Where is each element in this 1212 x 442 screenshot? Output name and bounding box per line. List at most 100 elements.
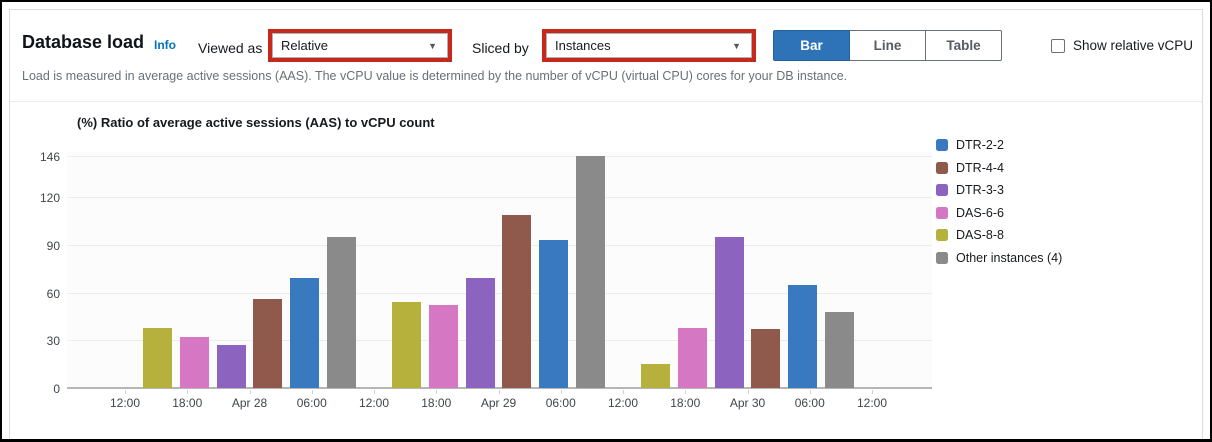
legend-swatch [936,229,948,241]
gridline [67,292,932,294]
bar-DTR-4-4[interactable] [751,329,781,388]
bar-DTR-2-2[interactable] [787,284,817,388]
y-tick-label: 120 [39,191,60,206]
sliced-by-dropdown[interactable]: Instances ▼ [546,33,752,58]
view-toggle: Bar Line Table [773,30,1002,61]
legend-label: DTR-4-4 [956,160,1004,175]
load-description: Load is measured in average active sessi… [22,69,848,83]
x-tick [498,390,500,394]
gridline [67,156,932,157]
legend-label: DAS-8-8 [956,228,1004,242]
viewed-as-dropdown[interactable]: Relative ▼ [272,33,448,58]
bar-DTR-3-3[interactable] [465,278,495,388]
x-tick [436,390,438,394]
y-tick-label: 60 [46,286,60,301]
legend-item[interactable]: Other instances (4) [936,251,1062,265]
y-tick-label: 90 [46,238,60,253]
x-tick-label: 12:00 [607,396,639,410]
y-axis-labels: 0 30 60 90 120 146 [22,150,60,396]
header-divider [10,101,1202,102]
bar-DAS-8-8[interactable] [641,364,671,388]
legend-label: DTR-2-2 [956,138,1004,152]
bar-DTR-4-4[interactable] [502,214,532,388]
bar-view-button[interactable]: Bar [773,30,850,61]
chevron-down-icon: ▼ [732,40,741,51]
y-tick-label: 0 [53,382,60,396]
x-tick-label: 12:00 [856,396,888,410]
x-tick-label: 06:00 [545,396,576,410]
y-tick-label: 146 [39,150,60,164]
x-tick-label: 12:00 [109,396,141,410]
x-tick [249,390,251,394]
legend-item[interactable]: DTR-2-2 [936,138,1062,152]
show-relative-vcpu-label: Show relative vCPU [1073,38,1194,53]
gridline [67,245,932,246]
x-tick-label: 18:00 [421,396,452,410]
bar-DAS-8-8[interactable] [392,302,422,388]
legend-swatch [936,161,948,174]
line-view-button[interactable]: Line [849,30,926,61]
bar-DAS-6-6[interactable] [428,305,458,388]
x-tick-label: 18:00 [172,396,203,410]
info-link[interactable]: Info [154,38,176,52]
legend-label: Other instances (4) [956,250,1063,265]
sliced-by-label: Sliced by [472,40,529,56]
x-tick [311,390,313,394]
x-tick [747,390,749,394]
viewed-as-label: Viewed as [198,40,263,56]
x-tick-label: 18:00 [670,396,701,410]
x-tick [374,390,375,394]
legend-swatch [936,251,948,264]
bar-DAS-6-6[interactable] [179,337,209,388]
x-tick [623,390,624,394]
gridline [67,197,932,199]
viewed-as-value: Relative [281,38,328,53]
x-axis: 12:00 18:00 Apr 28 06:00 12:00 18:00 Apr 29 06:… [67,389,932,419]
legend-label: DTR-3-3 [956,183,1004,197]
page-title: Database load [22,32,145,52]
x-tick-label: 12:00 [358,396,390,410]
sliced-by-value: Instances [555,38,611,53]
x-tick [685,390,687,394]
bar-Other instances (4)[interactable] [575,156,605,388]
bar-DTR-2-2[interactable] [538,240,568,388]
x-tick-label: Apr 29 [480,396,517,410]
legend-swatch [936,139,948,151]
chart-legend: DTR-2-2 DTR-4-4 DTR-3-3 DAS-6-6 DAS-8-8 Other… [936,138,1062,273]
x-axis-baseline [67,387,932,389]
bar-DTR-4-4[interactable] [253,299,283,388]
bar-DTR-3-3[interactable] [216,345,246,388]
x-tick [872,390,873,394]
x-tick-label: Apr 28 [231,396,268,410]
legend-label: DAS-6-6 [956,205,1004,220]
bar-DTR-3-3[interactable] [714,237,744,388]
legend-item[interactable]: DAS-6-6 [936,206,1062,220]
x-tick-label: Apr 30 [729,396,766,410]
legend-item[interactable]: DTR-3-3 [936,183,1062,197]
legend-item[interactable]: DAS-8-8 [936,228,1062,242]
bar-DAS-6-6[interactable] [677,327,707,388]
x-tick [560,390,562,394]
x-tick [125,390,126,394]
bar-DTR-2-2[interactable] [289,278,319,388]
chevron-down-icon: ▼ [428,40,437,51]
annotation-box-sliced-by: Instances ▼ [542,29,756,62]
x-tick-label: 06:00 [794,396,825,410]
show-relative-vcpu-checkbox-row[interactable]: Show relative vCPU [1051,38,1193,53]
annotation-box-viewed-as: Relative ▼ [268,29,452,62]
legend-swatch [936,184,948,196]
chart-title: (%) Ratio of average active sessions (AA… [77,115,435,130]
x-tick [809,390,811,394]
bar-DAS-8-8[interactable] [143,327,173,388]
legend-item[interactable]: DTR-4-4 [936,161,1062,175]
gridline [67,340,932,342]
table-view-button[interactable]: Table [925,30,1002,61]
bar-chart-plot-area [67,152,932,389]
bar-Other instances (4)[interactable] [326,237,356,388]
show-relative-vcpu-checkbox[interactable] [1051,38,1065,53]
legend-swatch [936,206,948,219]
x-tick-label: 06:00 [296,396,327,410]
bar-Other instances (4)[interactable] [824,311,854,388]
y-tick-label: 30 [46,334,60,349]
